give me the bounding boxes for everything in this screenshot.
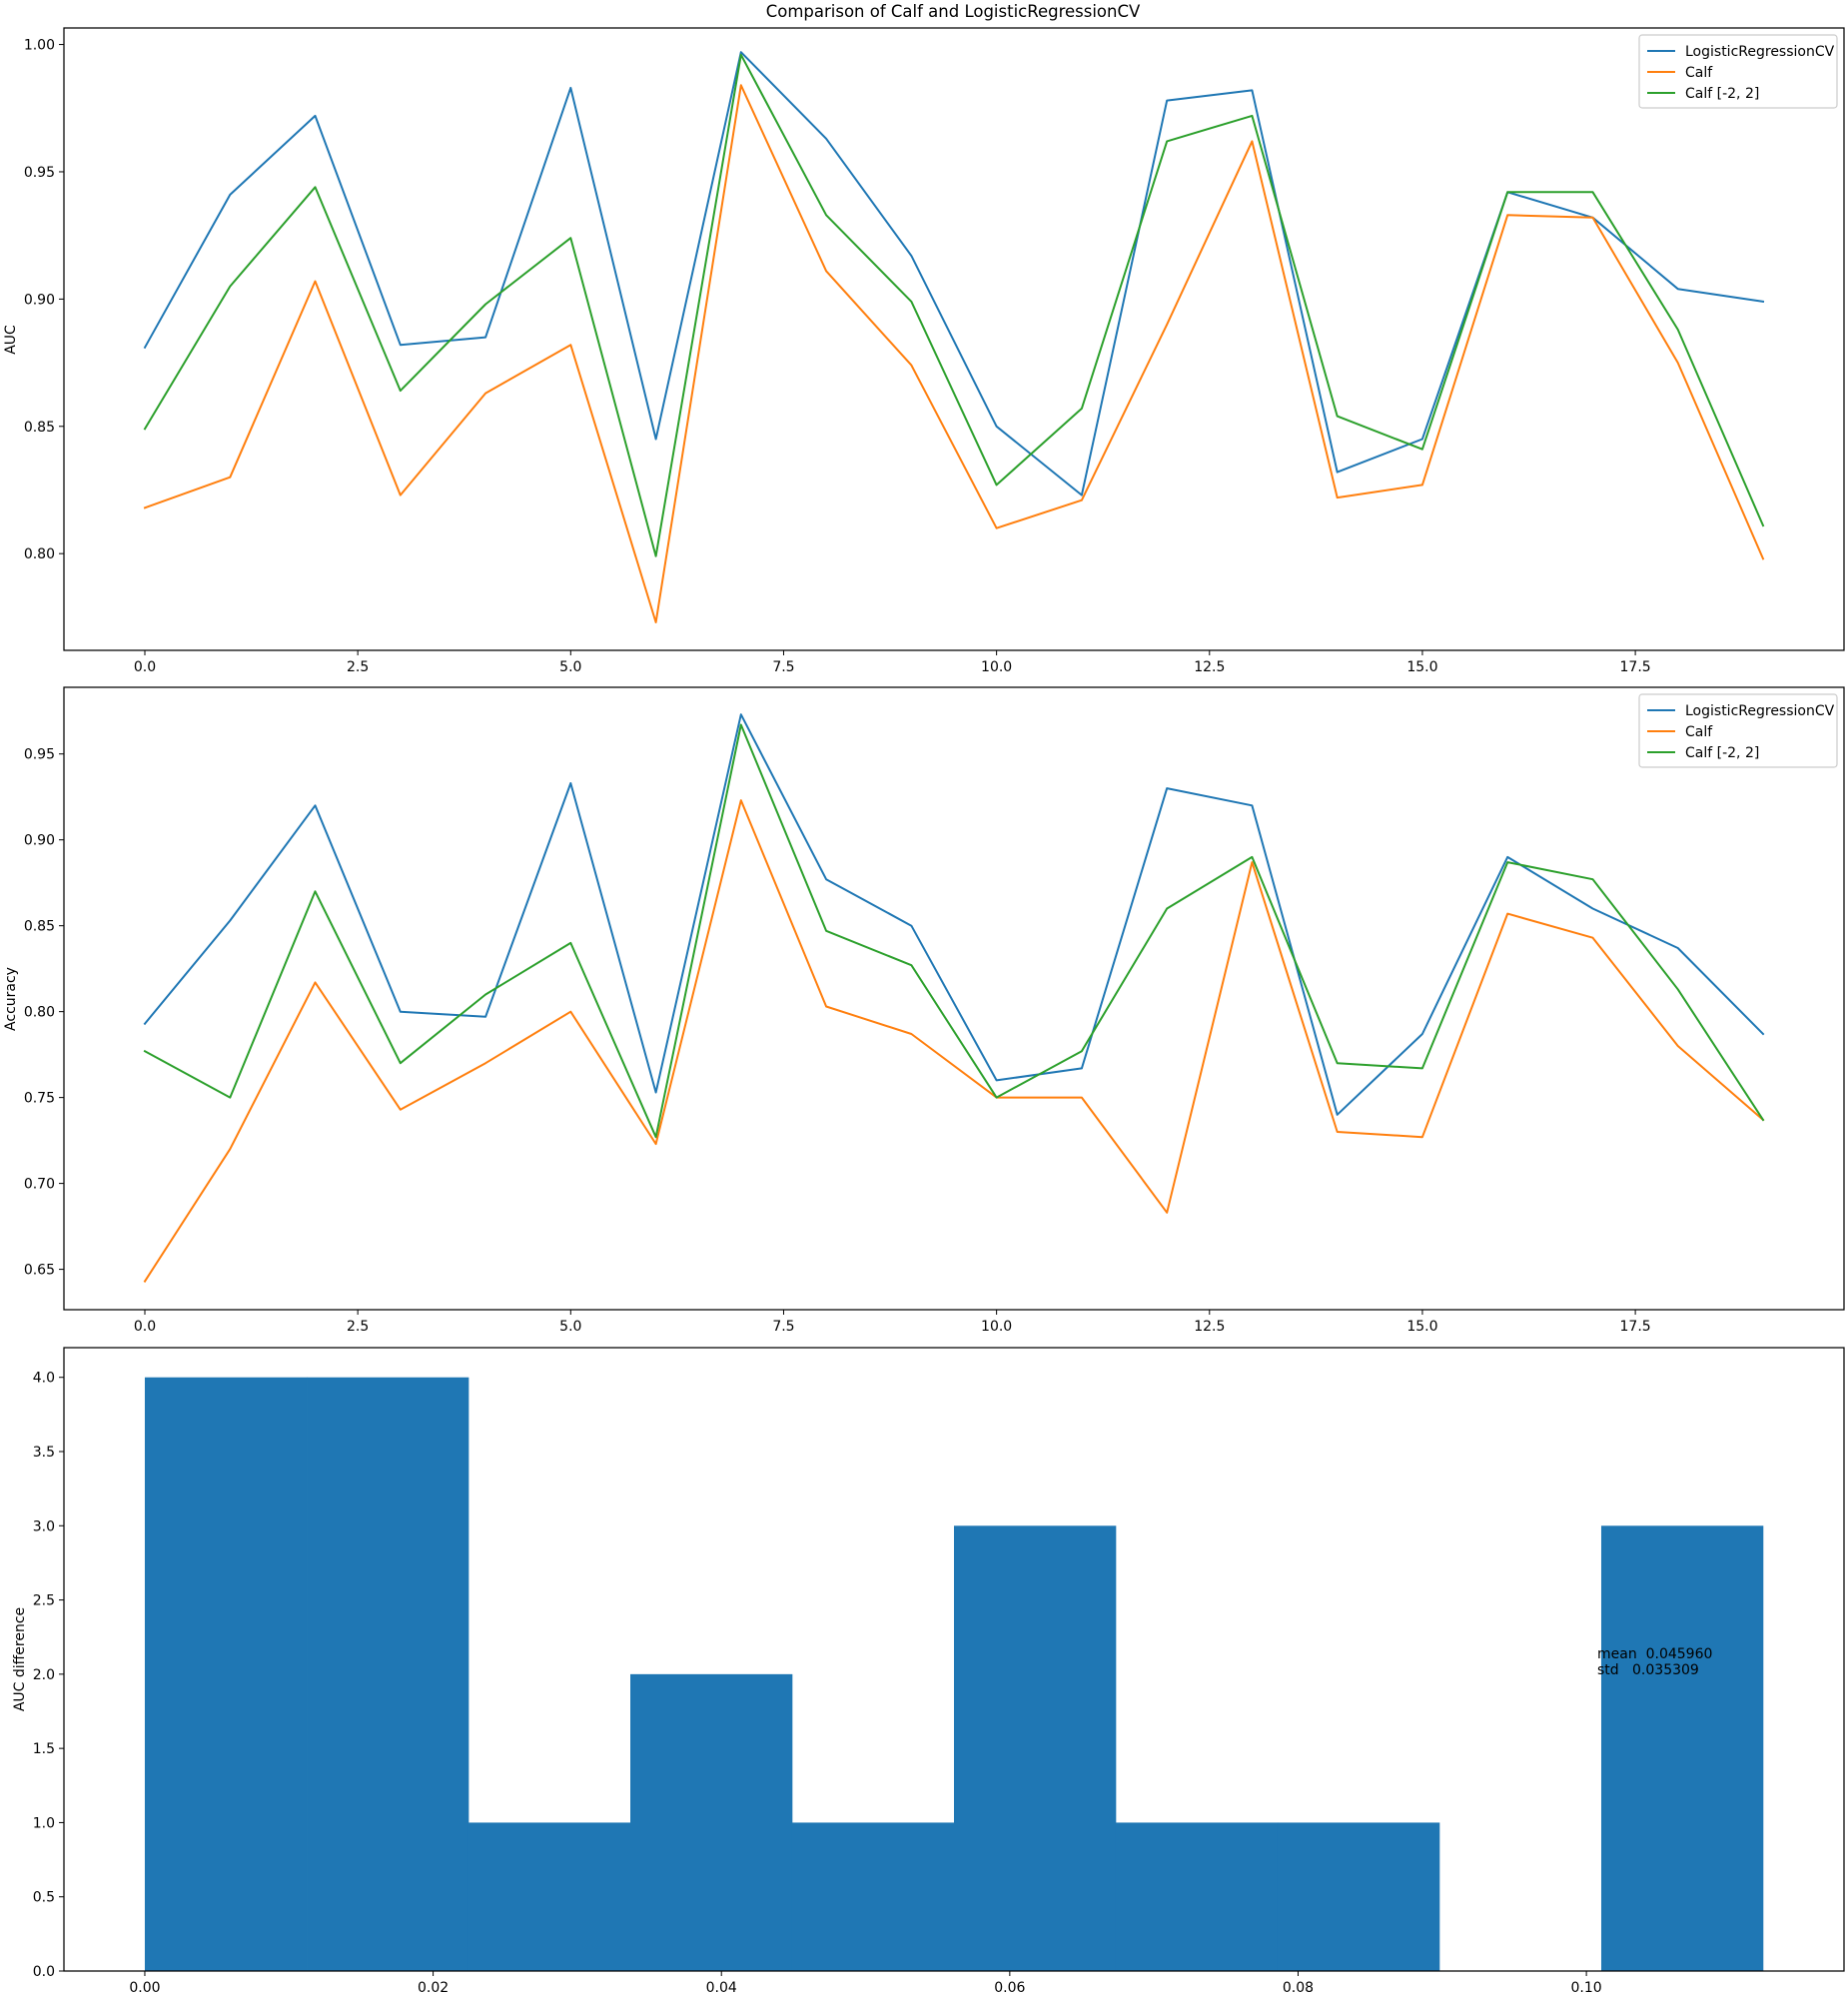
series-line-2 — [143, 723, 1765, 1139]
x-tick-label: 17.5 — [1620, 1319, 1651, 1335]
y-tick-label: 0.95 — [24, 165, 55, 181]
legend-label: Calf — [1685, 724, 1713, 740]
legend-label: LogisticRegressionCV — [1685, 703, 1835, 719]
legend-frame — [1638, 34, 1838, 109]
legend: LogisticRegressionCV Calf Calf [-2, 2] — [1638, 693, 1838, 768]
legend-label: LogisticRegressionCV — [1685, 44, 1835, 60]
y-tick-label: 0.90 — [24, 292, 55, 308]
plot-area — [63, 1347, 1845, 1972]
x-tick-label: 15.0 — [1406, 659, 1437, 675]
series-line-2 — [143, 53, 1765, 557]
x-tick-label: 12.5 — [1194, 1319, 1225, 1335]
y-tick-label: 0.65 — [24, 1263, 55, 1279]
x-tick-label: 0.04 — [706, 1980, 737, 1996]
series-line-0 — [143, 713, 1765, 1116]
histogram-bar — [954, 1525, 1117, 1971]
y-tick-label: 1.0 — [33, 1815, 55, 1831]
histogram-bar — [467, 1822, 631, 1971]
histogram-bars — [144, 1377, 1764, 1971]
x-tick-label: 0.06 — [994, 1980, 1025, 1996]
legend-label: Calf [-2, 2] — [1685, 745, 1759, 761]
series-line-1 — [143, 799, 1765, 1283]
x-tick-label: 10.0 — [981, 659, 1012, 675]
y-tick-label: 0.5 — [33, 1890, 55, 1906]
y-tick-label: 0.95 — [24, 747, 55, 763]
y-tick-label: 2.0 — [33, 1667, 55, 1683]
mean-annotation: mean 0.045960 — [1597, 1646, 1712, 1662]
legend-frame — [1638, 693, 1838, 768]
y-tick-label: 4.0 — [33, 1371, 55, 1387]
x-tick-label: 0.10 — [1571, 1980, 1602, 1996]
auc-line-chart: Comparison of Calf and LogisticRegressio… — [3, 2, 1845, 675]
y-tick-label: 2.5 — [33, 1593, 55, 1609]
y-axis-label: Accuracy — [3, 967, 19, 1031]
y-tick-label: 0.80 — [24, 546, 55, 562]
accuracy-line-chart: Accuracy 0.0 2.5 5.0 7.5 10.0 12.5 15.0 17.5 0.6… — [3, 686, 1845, 1335]
x-tick-label: 15.0 — [1406, 1319, 1437, 1335]
y-tick-label: 3.0 — [33, 1518, 55, 1534]
x-tick-label: 2.5 — [347, 1319, 369, 1335]
histogram-bar — [630, 1673, 793, 1971]
legend-label: Calf [-2, 2] — [1685, 86, 1759, 102]
x-tick-label: 5.0 — [559, 1319, 581, 1335]
plot-area — [63, 686, 1845, 1311]
y-tick-label: 0.0 — [33, 1964, 55, 1980]
y-tick-label: 0.70 — [24, 1177, 55, 1193]
series-line-1 — [143, 84, 1765, 623]
histogram-bar — [1600, 1525, 1764, 1971]
plot-area — [63, 27, 1845, 651]
y-tick-label: 0.80 — [24, 1005, 55, 1021]
y-tick-label: 0.90 — [24, 833, 55, 849]
y-tick-label: 1.5 — [33, 1741, 55, 1757]
x-tick-label: 0.02 — [418, 1980, 449, 1996]
chart-title: Comparison of Calf and LogisticRegressio… — [766, 2, 1141, 21]
y-tick-label: 1.00 — [24, 38, 55, 54]
histogram-bar — [1115, 1822, 1279, 1971]
std-annotation: std 0.035309 — [1597, 1662, 1699, 1678]
x-tick-label: 0.00 — [129, 1980, 160, 1996]
x-tick-label: 2.5 — [347, 659, 369, 675]
x-tick-label: 7.5 — [772, 659, 794, 675]
series-lines — [143, 51, 1765, 623]
x-tick-label: 10.0 — [981, 1319, 1012, 1335]
x-tick-label: 0.08 — [1283, 1980, 1314, 1996]
y-tick-label: 0.85 — [24, 420, 55, 436]
y-axis-label: AUC difference — [12, 1607, 28, 1711]
x-tick-label: 12.5 — [1194, 659, 1225, 675]
y-tick-label: 0.85 — [24, 919, 55, 935]
histogram-bar — [307, 1377, 469, 1971]
auc-difference-histogram: AUC difference 0.00 0.02 0.04 0.06 0.08 0.10 0… — [12, 1347, 1845, 1996]
y-tick-label: 0.75 — [24, 1091, 55, 1107]
series-lines — [143, 713, 1765, 1283]
stats-annotation: mean 0.045960 std 0.035309 — [1597, 1646, 1712, 1678]
histogram-bar — [791, 1822, 955, 1971]
x-tick-label: 17.5 — [1620, 659, 1651, 675]
histogram-bar — [144, 1377, 308, 1971]
histogram-bar — [1277, 1822, 1440, 1971]
legend: LogisticRegressionCV Calf Calf [-2, 2] — [1638, 34, 1838, 109]
y-tick-label: 3.5 — [33, 1445, 55, 1461]
x-tick-label: 0.0 — [134, 659, 156, 675]
x-tick-label: 5.0 — [559, 659, 581, 675]
x-tick-label: 7.5 — [772, 1319, 794, 1335]
legend-label: Calf — [1685, 65, 1713, 81]
x-tick-label: 0.0 — [134, 1319, 156, 1335]
y-axis-label: AUC — [3, 325, 19, 355]
